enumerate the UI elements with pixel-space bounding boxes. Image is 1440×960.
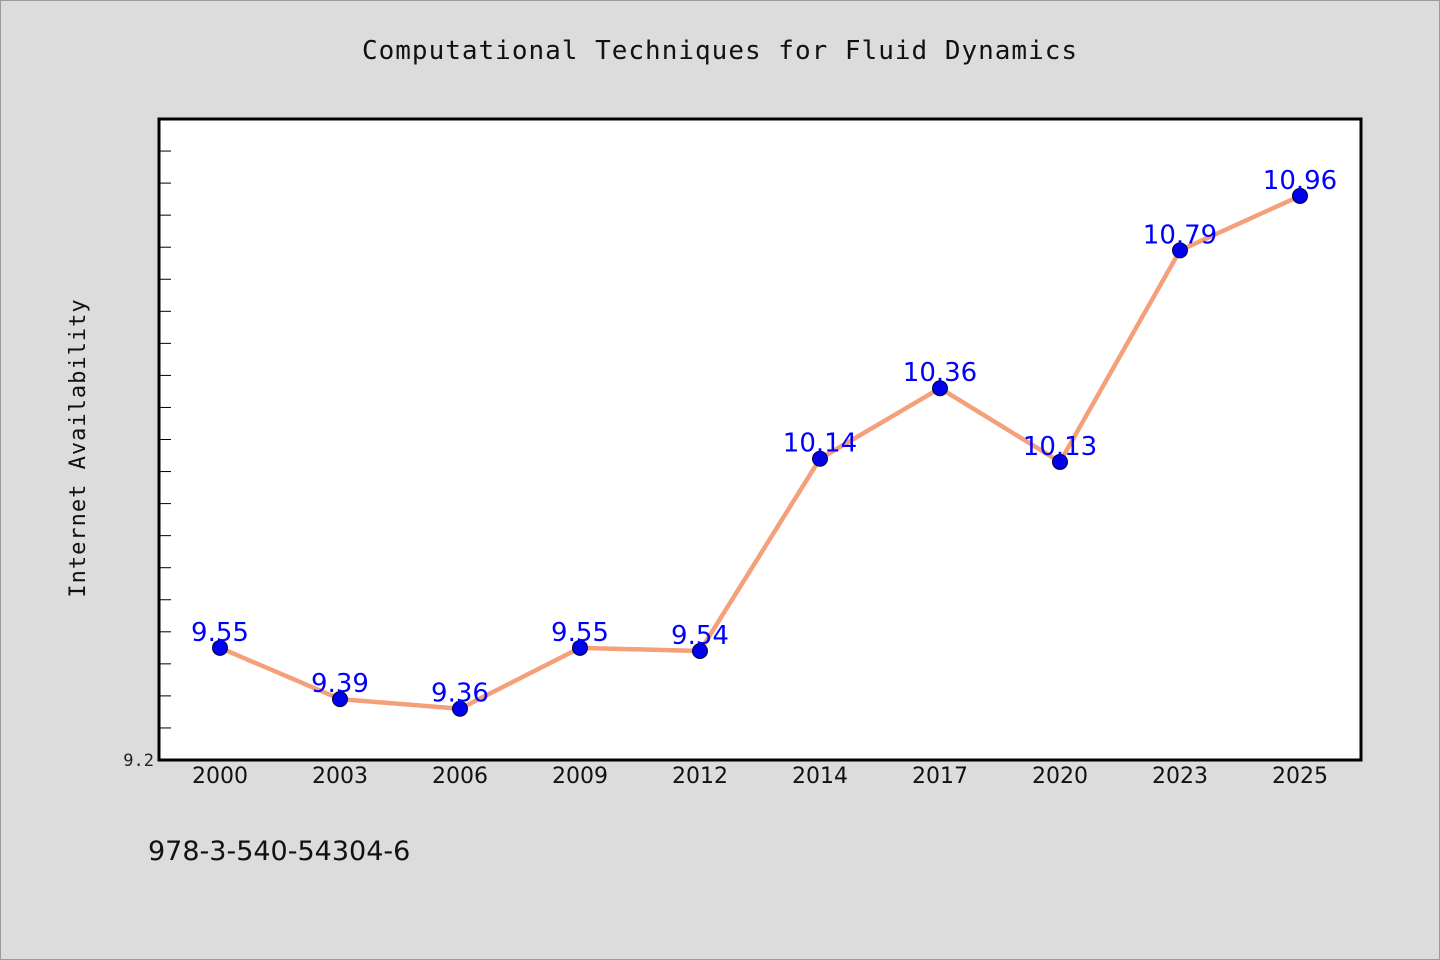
data-label: 9.36 [431,679,489,709]
data-label: 9.54 [671,621,729,651]
data-label: 10.14 [783,429,857,459]
x-tick-label: 2009 [552,764,608,789]
x-tick-label: 2014 [792,764,848,789]
x-tick-label: 2020 [1032,764,1088,789]
footer-isbn-text: 978-3-540-54304-6 [148,836,411,867]
data-label: 9.39 [311,669,369,699]
data-point [812,450,828,467]
plot-area [157,117,1363,762]
x-tick-label: 2003 [312,764,368,789]
x-tick-label: 2017 [912,764,968,789]
data-point [1052,453,1068,470]
data-point [572,639,588,656]
data-point [692,643,708,660]
x-tick-label: 2025 [1272,764,1328,789]
data-label: 10.36 [903,358,977,388]
data-markers [212,187,1308,717]
data-point [212,639,228,656]
data-label: 10.96 [1263,166,1337,196]
x-axis-tick-labels: 2000 2003 2006 2009 2012 2014 2017 2020 2023 2025 [192,764,1328,789]
chart-title: Computational Techniques for Fluid Dynam… [361,36,1079,66]
data-labels: 9.55 9.39 9.36 9.55 9.54 10.14 10.36 10.13 10.79… [191,166,1337,709]
series-line [217,193,1303,711]
y-tick-label: 9.2 [123,751,154,771]
data-label: 9.55 [551,618,609,648]
data-label: 10.79 [1143,220,1217,250]
x-tick-label: 2023 [1152,764,1208,789]
data-label: 9.55 [191,618,249,648]
data-point [932,380,948,397]
y-axis-ticks: 9.2 [123,150,171,771]
series-line-group [217,193,1303,711]
x-tick-label: 2006 [432,764,488,789]
x-tick-label: 2000 [192,764,248,789]
data-point [1292,187,1308,204]
x-tick-label: 2012 [672,764,728,789]
data-point [452,700,468,717]
data-point [1172,242,1188,259]
data-label: 10.13 [1023,432,1097,462]
data-point [332,691,348,708]
y-axis-label: Internet Availability [66,298,91,597]
